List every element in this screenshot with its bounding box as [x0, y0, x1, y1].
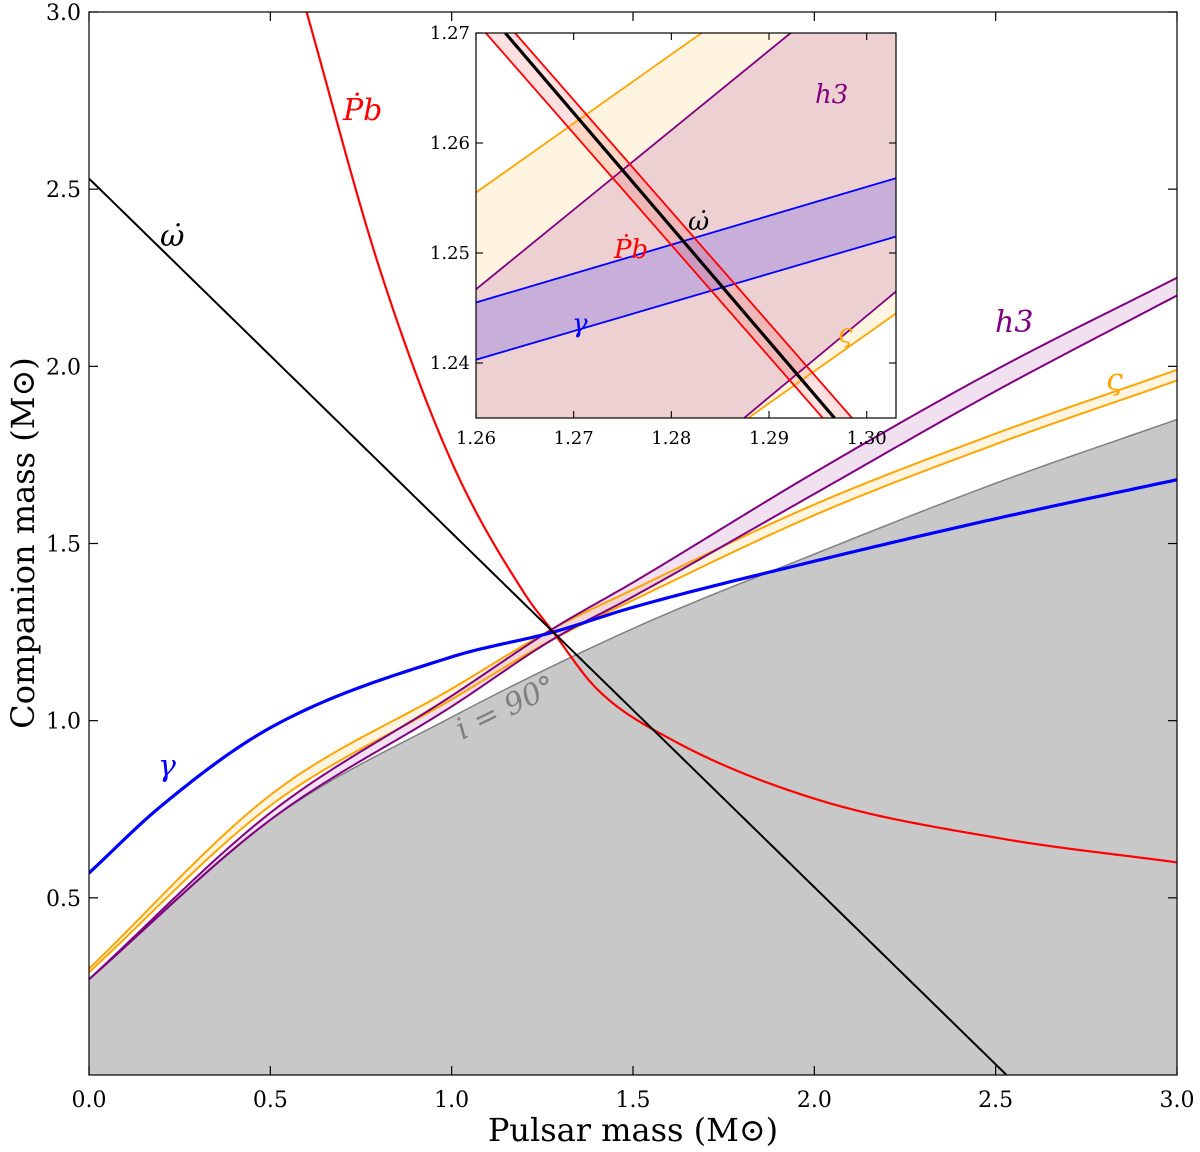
- inset-plot-frame: [475, 32, 897, 419]
- inset-pb-dot-label: Ṗb: [613, 234, 648, 265]
- y-axis-title: Companion mass (M⊙): [4, 357, 42, 729]
- inset-omega-dot-label: ω̇: [688, 207, 709, 237]
- y-tick-label: 2.0: [46, 355, 81, 380]
- inset-y-tick-label: 1.24: [430, 353, 470, 374]
- inset-gamma-band: [476, 178, 896, 360]
- inset-y-tick-label: 1.26: [430, 133, 470, 154]
- y-tick-label: 1.0: [46, 710, 81, 735]
- inset-x-tick-label: 1.27: [554, 428, 594, 449]
- x-tick-label: 2.0: [797, 1088, 832, 1113]
- inset-varsigma-label: ς: [838, 319, 853, 349]
- x-tick-label: 0.0: [72, 1088, 107, 1113]
- pb-dot-label: Ṗb: [342, 92, 382, 128]
- varsigma-label: ς: [1106, 363, 1123, 398]
- omega-dot-line: [89, 177, 1008, 1075]
- inset-pb-dot-right-line: [514, 33, 853, 418]
- gamma-label: γ: [158, 749, 176, 784]
- inset-varsigma-band: [476, 33, 896, 418]
- h3-band: [89, 277, 1177, 980]
- inset-h3-upper-line: [476, 33, 793, 290]
- y-tick-label: 1.5: [46, 533, 81, 558]
- inset-h3-label: h3: [815, 80, 848, 110]
- x-tick-label: 0.5: [253, 1088, 288, 1113]
- varsigma-upper-line: [89, 368, 1177, 970]
- forbidden-region: [89, 419, 1177, 1075]
- inset-h3-lower-line: [742, 290, 896, 418]
- inset-x-tick-label: 1.26: [456, 428, 496, 449]
- inset-gamma-upper-line: [476, 177, 896, 304]
- inset-y-tick-label: 1.27: [430, 23, 470, 44]
- inset-varsigma-lower-line: [746, 312, 896, 418]
- y-tick-label: 2.5: [46, 178, 81, 203]
- inset-varsigma-upper-line: [476, 33, 704, 194]
- h3-upper-line: [89, 276, 1177, 981]
- y-tick-label: 0.5: [46, 887, 81, 912]
- x-tick-label: 1.0: [434, 1088, 469, 1113]
- x-tick-label: 1.5: [616, 1088, 651, 1113]
- inset-plot-background: [476, 33, 896, 418]
- inset-x-tick-label: 1.30: [847, 428, 887, 449]
- inset-h3-band: [476, 33, 896, 418]
- inset-omega-dot-line: [504, 33, 836, 418]
- gamma-line: [89, 478, 1177, 875]
- x-tick-label: 2.5: [978, 1088, 1013, 1113]
- omega-dot-label: ω̇: [160, 219, 184, 254]
- y-tick-label: 3.0: [46, 1, 81, 26]
- h3-label: h3: [995, 305, 1033, 340]
- x-tick-label: 3.0: [1160, 1088, 1195, 1113]
- inset-gamma-lower-line: [476, 235, 896, 361]
- inset-pb-dot-left-line: [485, 33, 824, 418]
- inset-x-tick-label: 1.29: [749, 428, 789, 449]
- varsigma-lower-line: [89, 379, 1177, 973]
- inset-y-tick-label: 1.25: [430, 243, 470, 264]
- inset-gamma-label: γ: [572, 309, 588, 339]
- pb-dot-line: [305, 12, 1177, 864]
- inset-x-tick-label: 1.28: [651, 428, 691, 449]
- h3-lower-line: [89, 294, 1177, 981]
- x-axis-title: Pulsar mass (M⊙): [488, 1111, 778, 1149]
